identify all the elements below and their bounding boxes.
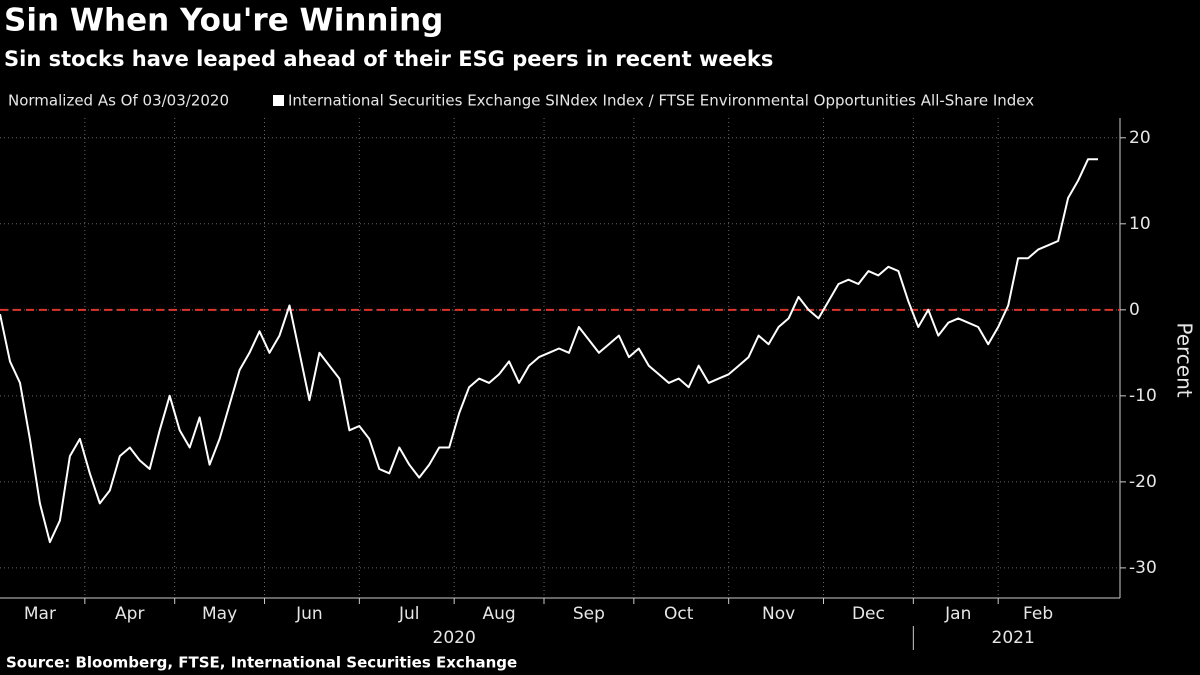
x-tick-label: Nov [762, 604, 795, 624]
y-axis-label: Percent [1173, 322, 1197, 397]
year-label: 2020 [433, 628, 476, 648]
x-tick-label: May [202, 604, 237, 624]
year-label: 2021 [992, 628, 1035, 648]
x-tick-label: Jan [944, 604, 971, 624]
x-tick-label: Jul [398, 604, 420, 624]
y-tick-label: -10 [1129, 386, 1157, 406]
x-tick-label: Apr [115, 604, 144, 624]
legend-label: International Securities Exchange SINdex… [288, 92, 1034, 110]
note: Normalized As Of 03/03/2020 [8, 92, 229, 110]
x-tick-label: Mar [24, 604, 56, 624]
x-tick-label: Dec [852, 604, 885, 624]
x-tick-label: Feb [1023, 604, 1053, 624]
y-tick-label: 10 [1129, 214, 1151, 234]
chart-title: Sin When You're Winning [4, 3, 443, 39]
chart-subtitle: Sin stocks have leaped ahead of their ES… [4, 47, 773, 71]
x-tick-label: Oct [664, 604, 694, 624]
y-tick-label: 0 [1129, 300, 1140, 320]
y-tick-label: 20 [1129, 128, 1151, 148]
y-tick-label: -20 [1129, 472, 1157, 492]
legend-swatch [273, 95, 284, 106]
x-tick-label: Aug [482, 604, 515, 624]
x-tick-label: Jun [295, 604, 323, 624]
x-tick-label: Sep [573, 604, 605, 624]
series-line [0, 158, 1098, 544]
y-tick-label: -30 [1129, 558, 1157, 578]
source: Source: Bloomberg, FTSE, International S… [6, 654, 517, 672]
